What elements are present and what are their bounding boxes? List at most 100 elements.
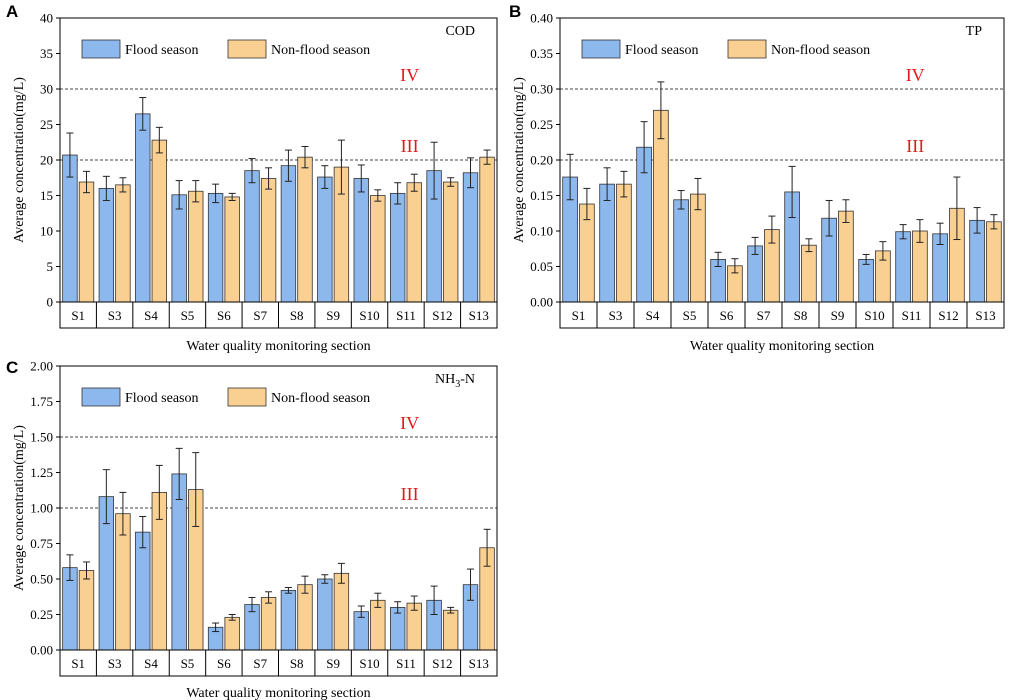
- x-tick-label: S9: [831, 308, 845, 323]
- bar-nonflood-S6: [224, 196, 240, 303]
- bar-flood-S5: [171, 194, 187, 303]
- x-tick-label: S8: [794, 308, 808, 323]
- y-tick-label: 0.50: [30, 572, 53, 587]
- y-tick-label: 0.15: [530, 188, 553, 203]
- bar-flood-S11: [389, 192, 406, 303]
- y-tick-label: 25: [40, 117, 53, 132]
- x-axis-label: Water quality monitoring section: [690, 339, 874, 354]
- bar-nonflood-S4: [151, 139, 168, 303]
- panel-letter: A: [6, 2, 18, 21]
- y-axis-label: Average concentration(mg/L): [12, 77, 27, 243]
- bar-flood-S11: [389, 607, 406, 651]
- bar-nonflood-S7: [260, 178, 277, 303]
- legend-label-flood: Flood season: [125, 43, 199, 58]
- x-tick-label: S13: [469, 308, 489, 323]
- bar-nonflood-S11: [406, 182, 422, 303]
- x-tick-label: S11: [396, 656, 416, 671]
- y-axis-label: Average concentration(mg/L): [512, 77, 527, 243]
- chart-panel-B: B IV III 0.00 0.05 0.10 0.15 0.20 0.25 0.30 0.35 0.…: [509, 2, 1005, 354]
- y-tick-label: 2.00: [30, 359, 53, 374]
- reference-label-III: III: [401, 136, 419, 156]
- x-tick-label: S6: [217, 656, 231, 671]
- bar-nonflood-S1: [78, 570, 95, 651]
- y-tick-label: 1.00: [30, 501, 53, 516]
- y-tick-label: 40: [40, 11, 53, 26]
- x-tick-label: S4: [144, 656, 158, 671]
- panel-letter: B: [509, 2, 521, 21]
- x-tick-label: S12: [938, 308, 958, 323]
- legend-swatch-flood: [581, 39, 621, 59]
- bar-nonflood-S10: [370, 195, 386, 303]
- bar-flood-S10: [353, 178, 369, 303]
- bar-flood-S7: [244, 170, 260, 303]
- x-tick-label: S11: [396, 308, 416, 323]
- bar-nonflood-S9: [333, 572, 350, 651]
- bar-flood-S8: [280, 165, 297, 303]
- bar-nonflood-S5: [690, 193, 706, 303]
- chart-title-subscript: 3: [455, 379, 460, 390]
- x-tick-label: S9: [326, 308, 340, 323]
- y-tick-label: 15: [40, 188, 53, 203]
- bar-nonflood-S12: [442, 181, 459, 303]
- chart-title: COD: [445, 24, 475, 39]
- legend-swatch-nonflood: [727, 39, 767, 59]
- bar-nonflood-S8: [801, 244, 817, 303]
- y-tick-label: 0.35: [530, 46, 553, 61]
- x-tick-label: S5: [181, 308, 195, 323]
- bar-nonflood-S3: [616, 183, 632, 303]
- reference-label-IV: IV: [400, 413, 419, 433]
- x-tick-label: S7: [757, 308, 771, 323]
- chart-panel-A: A IV III 0 5 10 15 20 25 30 35 40 S1 S3 S4 S5 S6 S7 S8 S9 S1…: [6, 2, 498, 354]
- y-tick-label: 30: [40, 82, 53, 97]
- bar-flood-S8: [280, 589, 297, 651]
- chart-title-main: TP: [966, 24, 983, 39]
- bar-nonflood-S7: [260, 597, 277, 651]
- x-tick-label: S10: [864, 308, 884, 323]
- legend-label-flood: Flood season: [125, 391, 199, 406]
- x-tick-label: S13: [975, 308, 995, 323]
- x-tick-label: S3: [108, 308, 122, 323]
- x-tick-label: S4: [646, 308, 660, 323]
- legend-label-nonflood: Non-flood season: [271, 43, 370, 58]
- bar-nonflood-S8: [297, 584, 313, 651]
- x-tick-label: S1: [71, 656, 85, 671]
- y-tick-label: 0.30: [530, 82, 553, 97]
- x-tick-label: S3: [108, 656, 122, 671]
- bar-nonflood-S8: [297, 156, 313, 303]
- x-tick-label: S13: [469, 656, 489, 671]
- x-tick-label: S3: [609, 308, 623, 323]
- reference-label-IV: IV: [906, 65, 925, 85]
- y-tick-label: 0.25: [30, 607, 53, 622]
- bar-nonflood-S12: [442, 609, 459, 651]
- legend-swatch-nonflood: [227, 387, 267, 407]
- legend-swatch-flood: [81, 39, 121, 59]
- bar-flood-S5: [171, 473, 187, 651]
- bar-nonflood-S3: [115, 184, 131, 303]
- y-tick-label: 1.50: [30, 430, 53, 445]
- bar-flood-S3: [98, 187, 115, 303]
- x-tick-label: S1: [572, 308, 586, 323]
- y-tick-label: 0.40: [530, 11, 553, 26]
- legend-label-flood: Flood season: [625, 43, 699, 58]
- y-tick-label: 0.20: [530, 153, 553, 168]
- x-tick-label: S10: [359, 656, 379, 671]
- bar-flood-S5: [673, 199, 689, 303]
- y-tick-label: 5: [47, 259, 54, 274]
- y-tick-label: 20: [40, 153, 53, 168]
- bar-flood-S13: [462, 172, 479, 303]
- y-tick-label: 0.00: [30, 643, 53, 658]
- y-axis-label: Average concentration(mg/L): [12, 425, 27, 591]
- chart-title-main: NH: [435, 372, 455, 387]
- reference-label-IV: IV: [400, 65, 419, 85]
- x-tick-label: S1: [71, 308, 85, 323]
- y-tick-label: 0: [47, 295, 54, 310]
- x-tick-label: S6: [217, 308, 231, 323]
- y-tick-label: 0.00: [530, 295, 553, 310]
- chart-panel-C: C IV III 0.00 0.25 0.50 0.75 1.00 1.25 1.50 1.75 2.…: [6, 358, 498, 700]
- bar-nonflood-S6: [224, 616, 240, 651]
- y-tick-label: 0.10: [530, 224, 553, 239]
- y-tick-label: 1.75: [30, 394, 53, 409]
- chart-title-main: COD: [445, 24, 475, 39]
- y-tick-label: 0.75: [30, 536, 53, 551]
